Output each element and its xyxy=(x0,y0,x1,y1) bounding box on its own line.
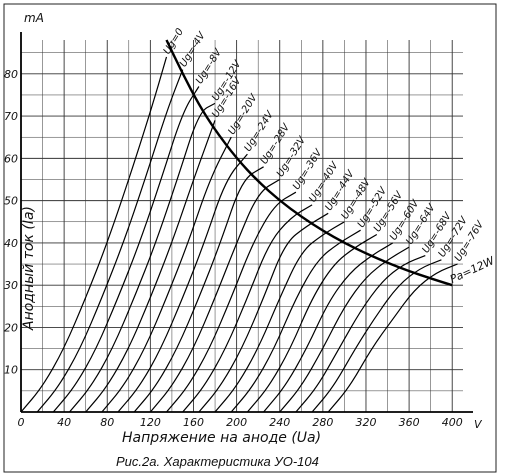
x-tick-label: 240 xyxy=(269,416,290,429)
series-line xyxy=(263,242,394,413)
x-tick-label: 120 xyxy=(140,416,161,429)
y-tick-label: 20 xyxy=(4,321,18,334)
x-tick-label: 280 xyxy=(312,416,333,429)
x-tick-label: 40 xyxy=(57,416,71,429)
y-tick-label: 80 xyxy=(4,68,18,81)
series-line xyxy=(214,221,345,413)
x-tick-label: 400 xyxy=(442,416,463,429)
image-border xyxy=(3,3,497,473)
y-tick-label: 40 xyxy=(4,237,18,250)
series-line xyxy=(182,204,313,413)
series-line xyxy=(295,255,426,413)
y-tick-label: 70 xyxy=(4,110,18,123)
series-line xyxy=(279,246,410,413)
series-line xyxy=(230,229,361,413)
series-line xyxy=(36,69,184,413)
x-tick-label: 0 xyxy=(18,416,25,429)
y-tick-label: 10 xyxy=(4,364,18,377)
power-limit-curve xyxy=(165,39,453,287)
series-line xyxy=(133,166,264,413)
series-line xyxy=(198,212,329,413)
series-line xyxy=(117,153,248,413)
series-line xyxy=(149,178,281,413)
x-unit-label: V xyxy=(474,418,483,431)
y-unit-label: mA xyxy=(24,11,44,25)
series-line xyxy=(246,233,378,413)
figure-caption: Рис.2а. Характеристика УО-104 xyxy=(116,454,319,469)
y-tick-label: 50 xyxy=(4,195,18,208)
grid xyxy=(20,40,463,412)
x-axis-label: Напряжение на аноде (Uа) xyxy=(122,430,321,446)
series-line xyxy=(52,86,200,413)
x-tick-label: 320 xyxy=(355,416,376,429)
series-label: Ug=0 xyxy=(162,27,186,57)
x-tick-label: 200 xyxy=(226,416,247,429)
series-line xyxy=(85,120,216,413)
series-line xyxy=(327,263,458,413)
series-line xyxy=(20,56,168,413)
series-line xyxy=(101,136,232,413)
y-tick-label: 60 xyxy=(4,152,18,165)
x-tick-label: 80 xyxy=(100,416,114,429)
series-line xyxy=(69,102,216,413)
axes: 0 40 80 120 160 200 240 280 320 360 400 10 20 30 40 50 6… xyxy=(4,32,473,429)
x-tick-label: 360 xyxy=(399,416,420,429)
y-tick-label: 30 xyxy=(4,279,18,292)
x-tick-label: 160 xyxy=(183,416,204,429)
series-line xyxy=(311,259,442,413)
series-line xyxy=(166,191,297,413)
y-axis-label: Анодный ток (Iа) xyxy=(21,206,37,331)
curves: Ug=0Ug=-4VUg=-8VUg=-12VUg=-16VUg=-20VUg=… xyxy=(20,27,497,413)
